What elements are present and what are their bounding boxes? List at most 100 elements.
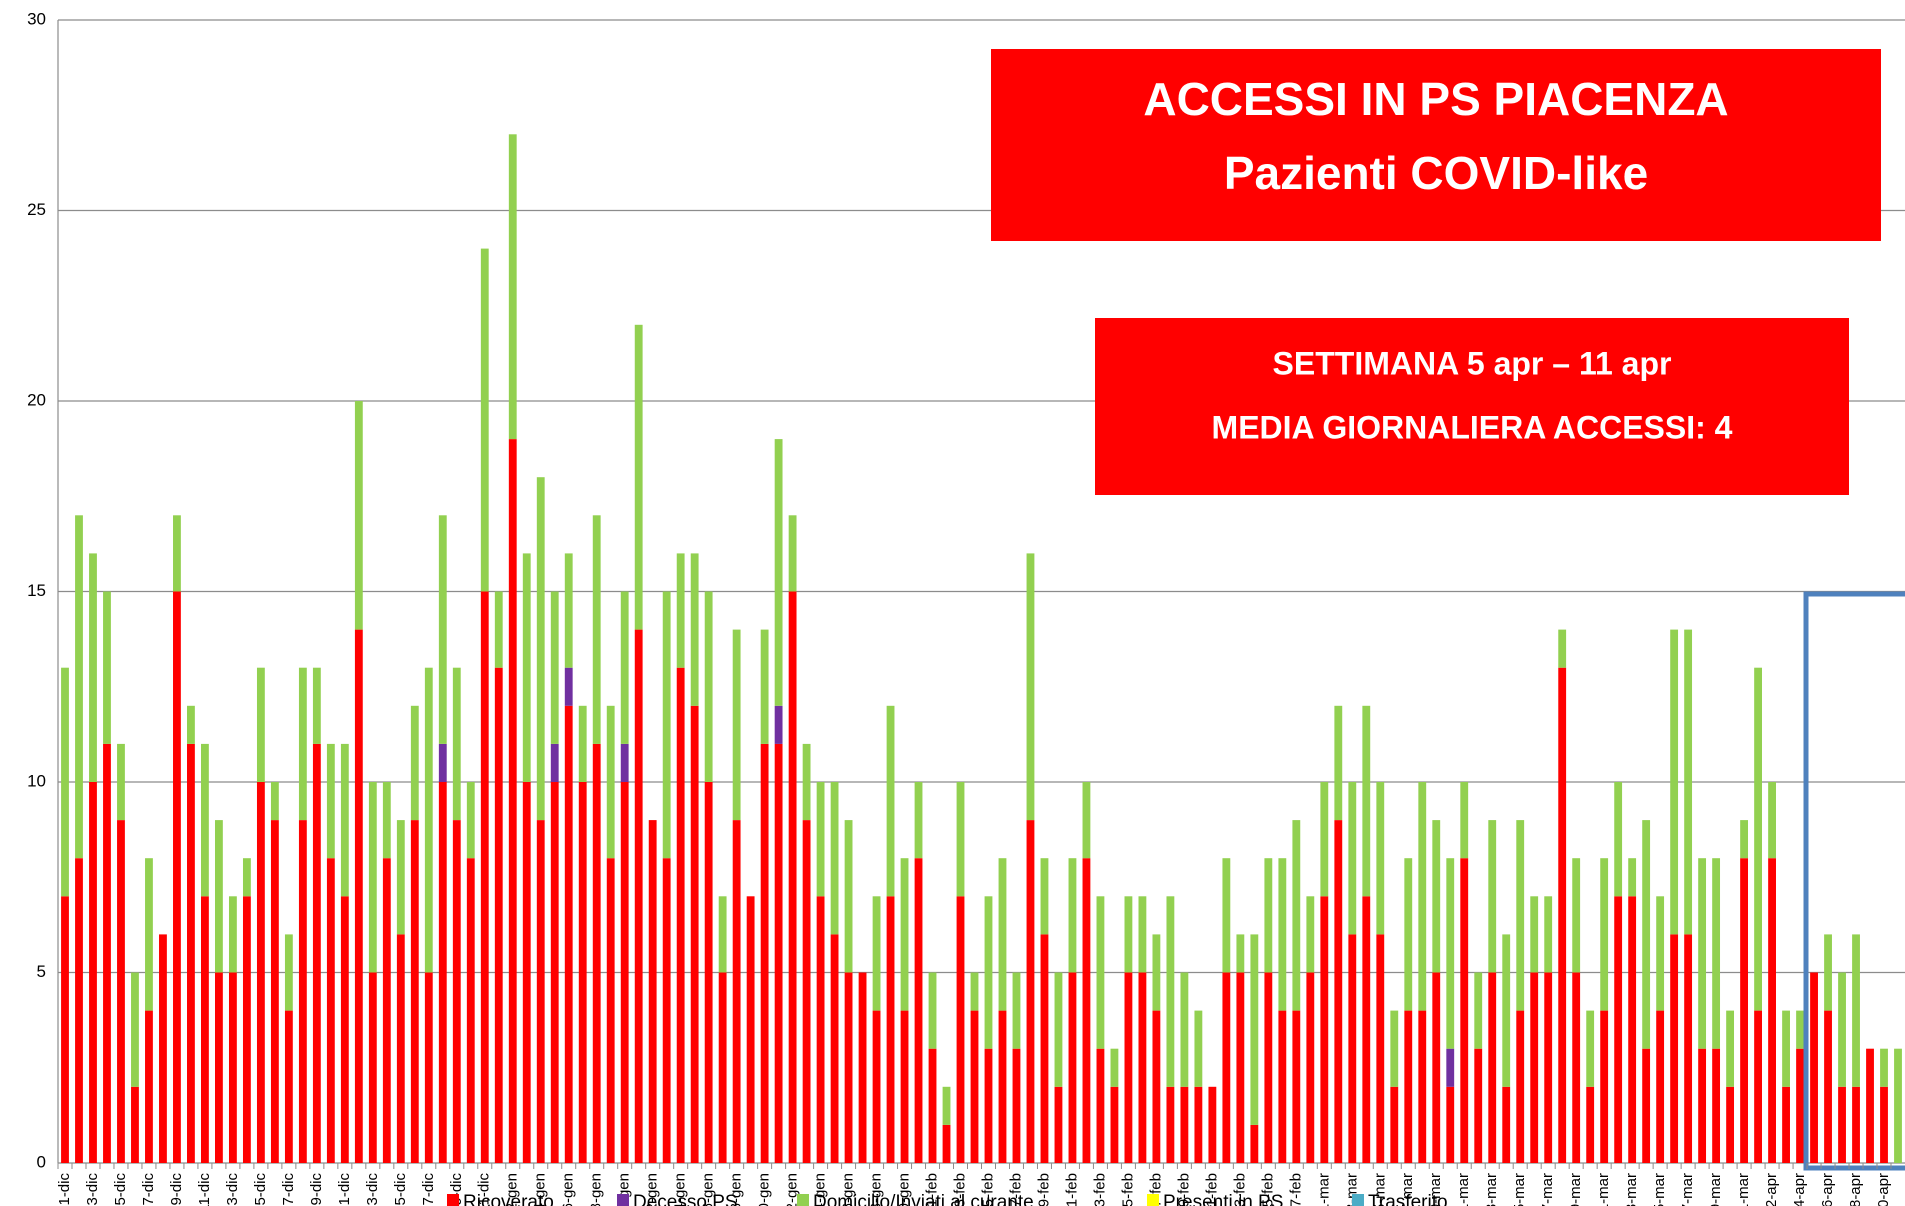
bar-segment	[201, 743, 209, 897]
bar-segment	[1418, 782, 1427, 1011]
bar-segment	[746, 896, 755, 1163]
x-tick-label: 26-gen	[840, 1173, 857, 1206]
bar-segment	[1698, 1048, 1707, 1163]
bar-segment	[396, 934, 405, 1163]
bar-segment	[1054, 1086, 1063, 1163]
bar-segment	[984, 1048, 993, 1163]
bar-segment	[1768, 782, 1776, 859]
bar-segment	[774, 439, 783, 706]
bar-segment	[466, 782, 475, 859]
bar-segment	[1306, 972, 1315, 1163]
bar-segment	[1222, 858, 1231, 973]
bar-segment	[1684, 934, 1693, 1163]
x-tick-label: 16-gen	[700, 1173, 717, 1206]
note-text: MEDIA GIORNALIERA ACCESSI: 4	[1212, 409, 1733, 445]
bar-segment	[1404, 858, 1413, 1011]
bar-segment	[1054, 972, 1063, 1087]
x-tick-label: 11-mar	[1455, 1173, 1472, 1206]
bar-segment	[1124, 896, 1133, 973]
highlight-box	[1803, 591, 1905, 1171]
bar-segment	[1614, 896, 1623, 1163]
bar-segment	[452, 667, 461, 821]
bar-segment	[1894, 1048, 1902, 1163]
bar-segment	[326, 743, 335, 859]
x-tick-label: 23-dic	[364, 1173, 381, 1206]
x-tick-label: 04-gen	[532, 1173, 549, 1206]
bar-segment	[1488, 820, 1497, 973]
bar-segment	[774, 705, 783, 744]
bar-segment	[1558, 629, 1567, 668]
bar-segment	[662, 858, 671, 1163]
bar-segment	[1712, 1048, 1721, 1163]
bar-segment	[438, 515, 447, 744]
chart-title: ACCESSI IN PS PIACENZA	[1143, 73, 1728, 125]
bar-segment	[312, 743, 321, 1163]
bar-segment	[1096, 1048, 1105, 1163]
bar-segment	[816, 782, 825, 897]
bar-segment	[564, 705, 573, 1163]
note-text: SETTIMANA 5 apr – 11 apr	[1273, 345, 1672, 381]
x-tick-label: 21-feb	[1203, 1173, 1220, 1206]
bar-segment	[1026, 820, 1035, 1163]
bar-segment	[942, 1086, 951, 1125]
bar-segment	[1250, 1124, 1259, 1163]
bar-segment	[1180, 972, 1189, 1087]
x-tick-label: 19-mar	[1567, 1173, 1584, 1206]
bar-segment	[1012, 1048, 1021, 1163]
bar-segment	[1362, 705, 1371, 897]
bar-segment	[508, 439, 517, 1164]
bar-segment	[606, 858, 615, 1163]
bar-segment	[131, 1086, 139, 1163]
bar-segment	[1670, 629, 1679, 935]
bar-segment	[438, 743, 447, 782]
bars	[61, 134, 1902, 1164]
bar-segment	[1796, 1048, 1804, 1163]
bar-segment	[1460, 858, 1469, 1163]
bar-segment	[1068, 858, 1077, 973]
bar-segment	[1138, 896, 1147, 973]
bar-segment	[1838, 972, 1846, 1087]
bar-segment	[1852, 934, 1860, 1087]
x-tick-label: 06-apr	[1819, 1173, 1836, 1206]
bar-segment	[844, 820, 853, 973]
bar-segment	[550, 591, 559, 744]
bar-segment	[340, 896, 349, 1163]
bar-segment	[1264, 858, 1273, 973]
bar-segment	[788, 515, 797, 592]
bar-segment	[61, 896, 69, 1163]
bar-segment	[1418, 1010, 1427, 1163]
bar-segment	[187, 705, 195, 744]
legend-label: Decesso PS	[633, 1192, 738, 1206]
bar-segment	[1390, 1086, 1399, 1163]
x-tick-label: 10-apr	[1875, 1173, 1892, 1206]
bar-segment	[75, 858, 83, 1163]
bar-segment	[214, 972, 223, 1163]
bar-segment	[900, 1010, 909, 1163]
x-tick-label: 07-dic	[140, 1173, 157, 1206]
bar-segment	[942, 1124, 951, 1163]
bar-segment	[284, 1010, 293, 1163]
bar-segment	[284, 934, 293, 1011]
bar-segment	[704, 591, 713, 782]
x-tick-label: 11-feb	[1063, 1173, 1080, 1206]
bar-segment	[844, 972, 853, 1163]
bar-segment	[606, 705, 615, 859]
bar-segment	[1166, 896, 1175, 1087]
bar-segment	[1306, 896, 1315, 973]
x-tick-label: 13-feb	[1091, 1173, 1108, 1206]
bar-segment	[956, 782, 965, 897]
bar-segment	[886, 705, 895, 897]
bar-segment	[1642, 820, 1651, 1049]
x-tick-label: 06-gen	[560, 1173, 577, 1206]
legend-swatch	[1147, 1194, 1159, 1206]
bar-segment	[1852, 1086, 1860, 1163]
bar-segment	[1628, 896, 1637, 1163]
bar-segment	[970, 1010, 979, 1163]
bar-segment	[1236, 934, 1245, 973]
bar-segment	[760, 629, 769, 744]
bar-segment	[1726, 1010, 1735, 1087]
x-tick-label: 30-gen	[896, 1173, 913, 1206]
bar-segment	[830, 934, 839, 1163]
x-tick-label: 23-feb	[1231, 1173, 1248, 1206]
y-tick-label: 30	[27, 9, 46, 28]
